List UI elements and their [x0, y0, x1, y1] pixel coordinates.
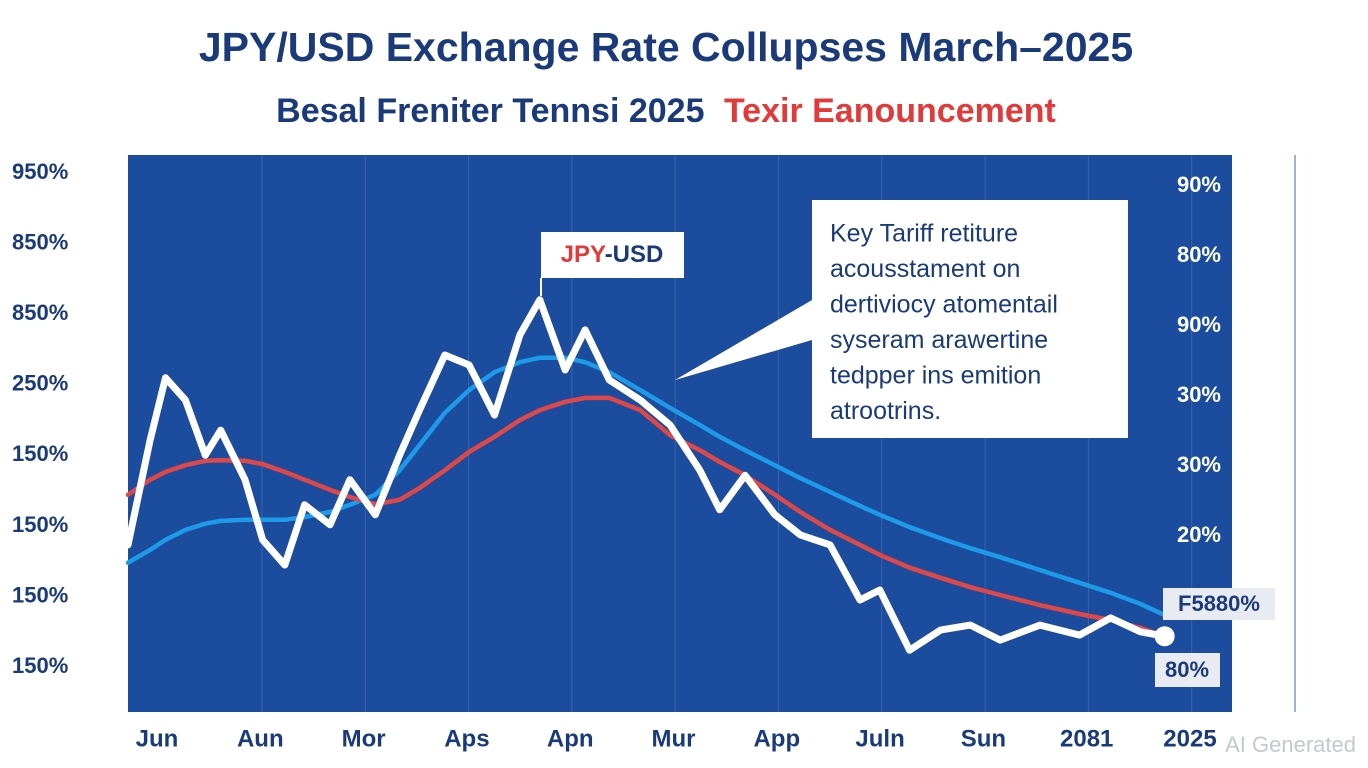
y-axis-label: 850% [12, 300, 68, 325]
x-tick-label: App [753, 725, 800, 752]
y2-axis-label: 20% [1177, 522, 1221, 547]
chart-title: JPY/USD Exchange Rate Collupses March–20… [199, 24, 1133, 70]
callout-line: dertiviocy atomentail [830, 291, 1058, 319]
y-axis-label: 850% [12, 229, 68, 254]
callout-box [812, 200, 1128, 438]
end-label: F5880% [1178, 591, 1260, 616]
subtitle-part: Texir Eanouncement [724, 92, 1056, 130]
peak-label-part: JPY [561, 241, 606, 268]
y-axis-label: 950% [12, 159, 68, 184]
x-tick-label: 2081 [1060, 725, 1113, 752]
subtitle-part: Besal Freniter Tennsi 2025 [276, 92, 704, 130]
y2-axis-label: 30% [1177, 382, 1221, 407]
y2-axis-label: 80% [1177, 242, 1221, 267]
x-tick-label: 2025 [1163, 725, 1216, 752]
x-tick-label: Jun [136, 725, 179, 752]
y2-axis-label: 90% [1177, 312, 1221, 337]
y2-axis-label: 30% [1177, 452, 1221, 477]
y2-axis-label: 90% [1177, 172, 1221, 197]
x-tick-label: Juln [855, 725, 904, 752]
end-label-box [1163, 588, 1275, 620]
x-tick-label: Sun [961, 725, 1006, 752]
end-label: 80% [1165, 657, 1209, 682]
x-tick-label: Apn [547, 725, 594, 752]
series-line [124, 296, 1169, 654]
callout-line: syseram arawertine [830, 326, 1048, 354]
y-axis-label: 250% [12, 371, 68, 396]
callout-line: Key Tariff retiture [830, 220, 1018, 248]
y-axis-label: 150% [12, 653, 68, 678]
end-marker [1154, 626, 1175, 647]
x-tick-label: Mor [342, 725, 386, 752]
watermark: AI Generated [1225, 732, 1356, 757]
callout-line: tedpper ins emition [830, 362, 1041, 390]
y-axis-label: 150% [12, 441, 68, 466]
callout-line: acousstament on [830, 255, 1020, 283]
peak-label-box [541, 232, 684, 278]
callout-pointer [675, 300, 812, 380]
y-axis-label: 150% [12, 512, 68, 537]
x-tick-label: Aps [444, 725, 489, 752]
end-label-box [1155, 653, 1220, 687]
chart-subtitle: Besal Freniter Tennsi 2025 Texir Eanounc… [276, 92, 1056, 130]
x-tick-label: Mur [652, 725, 696, 752]
peak-label-part: -USD [605, 241, 664, 268]
peak-label: JPY-USD [561, 241, 664, 268]
x-tick-label: Aun [237, 725, 284, 752]
y-axis-label: 150% [12, 582, 68, 607]
series-line [125, 395, 1167, 639]
callout-line: atrootrins. [830, 397, 941, 425]
